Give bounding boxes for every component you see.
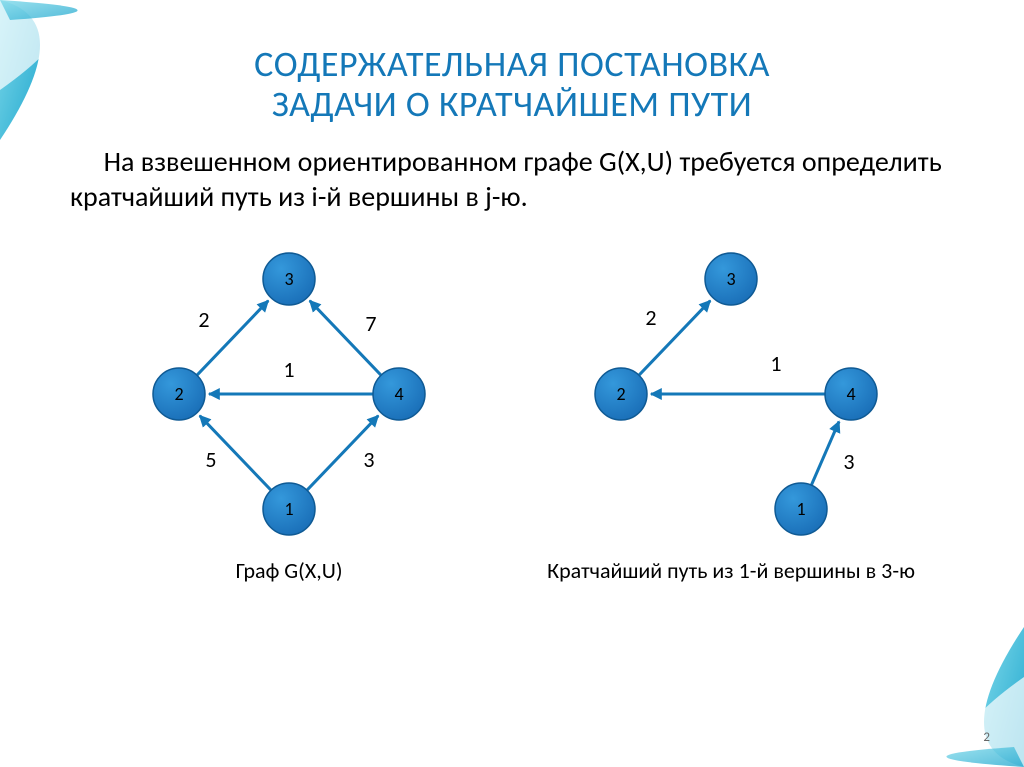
caption-right: Кратчайший путь из 1-й вершины в 3-ю [547,557,915,584]
diagram-right-wrap: 2 1 3 3 2 4 1 Кратчайший путь из 1-й вершины в… [547,229,915,584]
edge-weight: 2 [198,306,209,333]
node-label: 1 [284,498,293,520]
edge-weight: 7 [365,310,376,337]
page-number: 2 [983,730,990,745]
graph-node: 2 [153,368,205,420]
title-line-1: СОДЕРЖАТЕЛЬНАЯ ПОСТАНОВКА [254,42,770,86]
edge-weight: 3 [363,446,374,473]
title-line-2: ЗАДАЧИ О КРАТЧАЙШЕМ ПУТИ [272,82,752,126]
edge-weight: 3 [843,448,854,475]
graph-right: 2 1 3 3 2 4 1 [551,229,911,549]
edge-weight: 1 [283,356,294,383]
slide-title: СОДЕРЖАТЕЛЬНАЯ ПОСТАНОВКА ЗАДАЧИ О КРАТЧ… [70,45,954,124]
node-label: 4 [846,383,855,405]
graph-node: 1 [775,483,827,535]
intro-text: На взвешенном ориентированном графе G(X,… [70,144,954,214]
caption-left: Граф G(X,U) [236,557,343,584]
edge-weight: 5 [205,446,216,473]
node-label: 1 [796,498,805,520]
graph-node: 3 [705,253,757,305]
node-label: 2 [616,383,625,405]
graph-left: 2 7 1 5 3 3 2 4 1 [109,229,469,549]
node-label: 2 [174,383,183,405]
diagram-left-wrap: 2 7 1 5 3 3 2 4 1 Граф G(X,U) [109,229,469,584]
graph-edge [811,422,839,486]
edge-weight: 2 [645,304,656,331]
graph-node: 4 [373,368,425,420]
node-label: 3 [284,268,293,290]
graph-node: 4 [825,368,877,420]
node-label: 3 [726,268,735,290]
edge-weight: 1 [770,350,781,377]
graph-node: 2 [595,368,647,420]
graph-node: 3 [263,253,315,305]
graph-node: 1 [263,483,315,535]
node-label: 4 [394,383,403,405]
